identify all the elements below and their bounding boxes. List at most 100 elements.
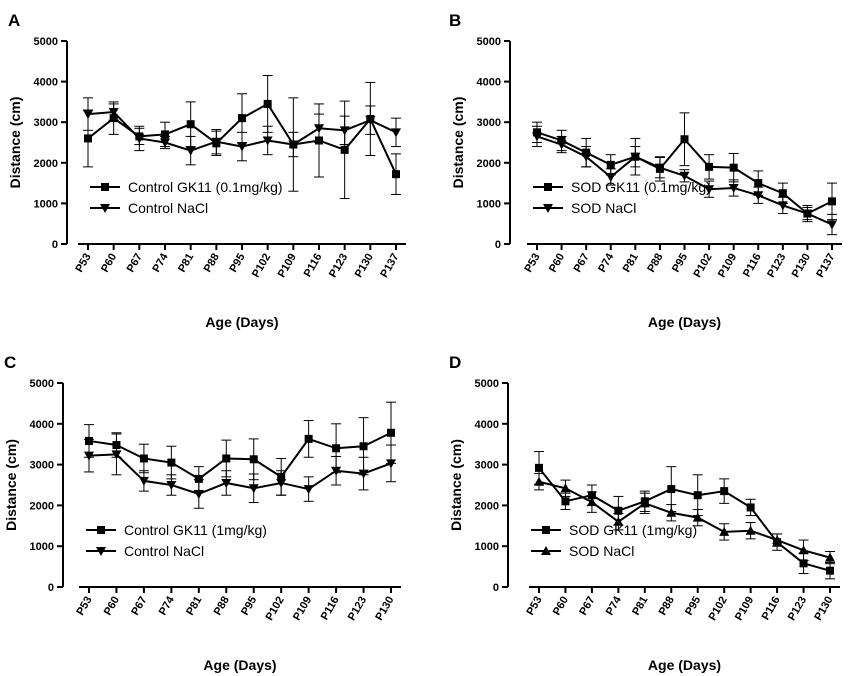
panel-d-data-point <box>639 498 650 508</box>
panel-a-x-tick-label: P60 <box>99 252 119 275</box>
panel-a-data-point <box>340 145 349 154</box>
panel-b-data-point <box>753 191 764 201</box>
panel-a-x-tick-label: P109 <box>276 252 299 280</box>
panel-a-x-tick-label: P123 <box>327 252 350 280</box>
panel-d-series-1-line <box>538 467 831 572</box>
panel-c-data-point <box>167 458 176 467</box>
panel-a: A 0 1000 2000 3000 4000 5000 Distance (cm) P53 P6… <box>7 11 406 330</box>
panel-d-x-tick-label: P88 <box>657 595 677 618</box>
panel-d-series-2 <box>534 473 835 565</box>
panel-a-data-point <box>314 124 324 134</box>
panel-d-x-tick-label: P130 <box>812 595 835 623</box>
panel-b-data-point <box>827 220 837 230</box>
panel-b-x-label: Age (Days) <box>648 314 721 330</box>
panel-c-data-point <box>248 484 259 494</box>
panel-d-y-tick-label: 1000 <box>475 541 499 553</box>
panel-c-y-tick-label: 3000 <box>30 460 54 472</box>
panel-d-series-2-line <box>538 480 831 559</box>
panel-b-data-point <box>630 152 641 162</box>
panel-c-series-2-line <box>88 453 392 496</box>
panel-c-data-point <box>276 478 287 488</box>
panel-a-x-tick-label: P102 <box>250 252 273 280</box>
panel-b-legend-entry-2: SOD NaCl <box>533 200 636 216</box>
panel-a-data-point <box>392 170 400 179</box>
panel-d-data-point <box>666 507 677 517</box>
panel-b-data-point <box>754 179 763 188</box>
panel-b-data-point <box>704 185 715 195</box>
panel-d-letter: D <box>449 353 461 372</box>
panel-b-x-tick-label: P88 <box>645 252 665 275</box>
panel-d-x-tick-label: P67 <box>577 595 597 618</box>
panel-c-y-tick-label: 2000 <box>30 500 54 512</box>
panel-b-x-tick-label: P130 <box>790 252 813 280</box>
panel-a-x-tick-label: P81 <box>176 252 196 275</box>
panel-b-legend-marker <box>544 183 552 191</box>
panel-a-data-point <box>160 138 170 148</box>
panel-c-x-tick-label: P95 <box>239 595 259 618</box>
panel-b-y-tick-label: 5000 <box>477 36 501 48</box>
panel-a-y-tick-label: 4000 <box>34 77 58 89</box>
panel-a-legend-label: Control GK11 (0.1mg/kg) <box>128 179 283 195</box>
panel-c-data-point <box>193 489 204 499</box>
panel-a-x-label: Age (Days) <box>205 314 278 330</box>
panel-d-data-point <box>826 566 834 575</box>
panel-a-data-point <box>84 134 92 143</box>
panel-d-data-point <box>535 463 543 472</box>
panel-a-legend-entry-2: Control NaCl <box>90 200 208 216</box>
panel-a-data-point <box>365 116 376 126</box>
panel-a-x-tick-label: P67 <box>125 252 145 275</box>
panel-d-legend-entry-2: SOD NaCl <box>531 543 634 559</box>
panel-a-x-tick-label: P130 <box>353 252 376 280</box>
panel-a-y-tick-label: 1000 <box>34 198 58 210</box>
panel-b-legend-label: SOD GK11 (0.1mg/kg) <box>571 179 711 195</box>
panel-a-series-2 <box>83 97 401 166</box>
panel-b-data-point <box>705 162 714 171</box>
panel-d-data-point <box>693 491 702 500</box>
panel-c-legend-entry-1: Control GK11 (1mg/kg) <box>86 522 267 538</box>
panel-c-x-label: Age (Days) <box>203 657 276 673</box>
panel-a-y-label: Distance (cm) <box>7 97 23 189</box>
panel-d-x-tick-label: P109 <box>733 595 756 623</box>
panel-a-legend-marker <box>100 204 110 213</box>
panel-b-x-tick-label: P95 <box>670 252 690 275</box>
panel-a-data-point <box>83 110 93 120</box>
panel-d-x-tick-label: P123 <box>786 595 809 623</box>
panel-a-data-point <box>185 146 196 156</box>
panel-c-data-point <box>304 434 313 443</box>
panel-c-data-point <box>138 476 149 486</box>
panel-b-x-tick-label: P53 <box>522 252 542 275</box>
panel-c-x-tick-label: P53 <box>74 595 94 618</box>
panel-b-data-point <box>802 209 813 219</box>
panel-c-x-tick-label: P67 <box>129 595 149 618</box>
panel-d-data-point <box>692 512 703 522</box>
panel-c-legend-label: Control NaCl <box>124 543 204 559</box>
panel-a-x-tick-label: P53 <box>73 252 93 275</box>
panel-a-data-point <box>263 99 272 108</box>
panel-c-y-tick-label: 0 <box>48 582 54 594</box>
panel-d-y-tick-label: 5000 <box>475 378 499 390</box>
panel-a-x-tick-label: P137 <box>378 252 401 280</box>
panel-a-data-point <box>186 120 195 129</box>
panel-c-x-tick-label: P74 <box>157 594 178 618</box>
panel-b-y-tick-label: 1000 <box>477 198 501 210</box>
panel-b-y-tick-label: 4000 <box>477 77 501 89</box>
panel-d-legend-label: SOD NaCl <box>569 543 634 559</box>
panel-c-data-point <box>194 474 203 483</box>
panel-a-y-tick-label: 0 <box>52 239 58 251</box>
panel-d-data-point <box>798 545 809 555</box>
panel-c: C 0 1000 2000 3000 4000 5000 Distance (cm) P53 P6… <box>3 353 401 673</box>
panel-b-x-tick-label: P123 <box>765 252 788 280</box>
panel-c-legend-entry-2: Control NaCl <box>86 543 204 559</box>
panel-d-data-point <box>772 535 783 545</box>
panel-c-legend-label: Control GK11 (1mg/kg) <box>124 522 267 538</box>
panel-c-legend-marker <box>96 547 106 556</box>
panel-c-data-point <box>331 466 342 476</box>
panel-c-x-tick-label: P88 <box>212 595 232 618</box>
panel-d-y-tick-label: 2000 <box>475 500 499 512</box>
panel-c-legend-marker <box>97 526 105 534</box>
panel-c-data-point <box>332 444 341 453</box>
panel-c-data-point <box>358 469 369 479</box>
panel-c-series-2 <box>84 433 396 509</box>
panel-b-data-point <box>654 163 665 173</box>
